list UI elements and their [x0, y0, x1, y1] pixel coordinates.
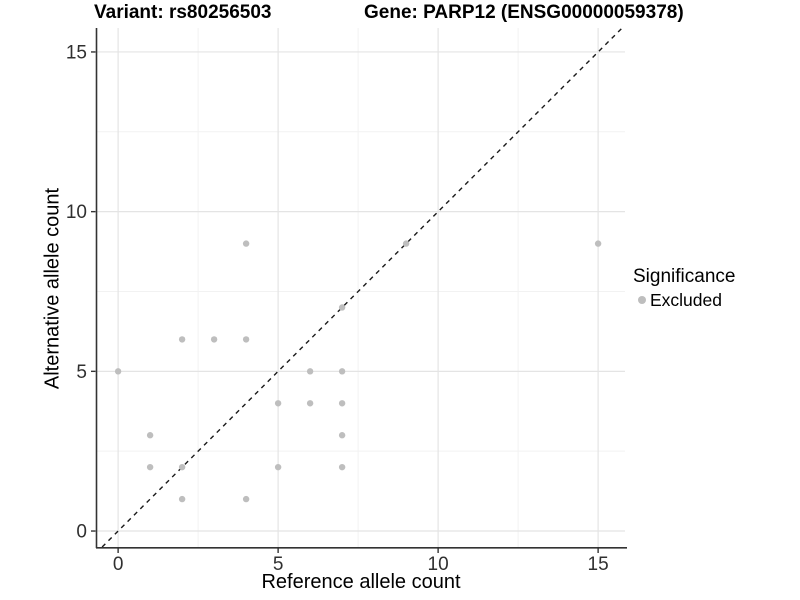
data-point [114, 368, 122, 375]
legend-item-label: Excluded [650, 290, 722, 310]
data-point [306, 400, 314, 407]
y-tick-label: 5 [76, 362, 87, 383]
data-point [178, 336, 186, 343]
data-point [306, 368, 314, 375]
data-point [146, 432, 154, 439]
data-point [338, 304, 346, 311]
data-point [338, 463, 346, 471]
data-point [146, 463, 154, 471]
legend-item-excluded: Excluded [633, 290, 735, 310]
excluded-dot-icon [638, 296, 646, 304]
data-point [338, 400, 346, 407]
data-point [242, 336, 250, 343]
data-point [274, 463, 282, 471]
data-point [274, 400, 282, 407]
data-point [338, 432, 346, 439]
x-tick-label: 15 [588, 554, 609, 575]
identity-line [101, 27, 623, 548]
data-point [338, 368, 346, 375]
y-tick-label: 0 [76, 522, 87, 543]
y-tick-label: 10 [66, 202, 87, 223]
data-point [178, 463, 186, 471]
y-tick-label: 15 [66, 42, 87, 63]
data-point [402, 240, 410, 247]
legend: Significance Excluded [633, 266, 735, 310]
variant-title: Variant: rs80256503 [94, 2, 272, 23]
data-point [594, 240, 602, 247]
x-tick-label: 0 [113, 554, 124, 575]
x-tick-label: 5 [273, 554, 284, 575]
data-point [210, 336, 218, 343]
data-point [178, 495, 186, 503]
legend-title: Significance [633, 266, 736, 287]
data-point [242, 495, 250, 503]
gene-title: Gene: PARP12 (ENSG00000059378) [364, 2, 684, 23]
y-axis-title: Alternative allele count [41, 187, 64, 390]
x-axis-title: Reference allele count [261, 571, 461, 593]
data-point [242, 240, 250, 247]
x-tick-label: 10 [428, 554, 449, 575]
